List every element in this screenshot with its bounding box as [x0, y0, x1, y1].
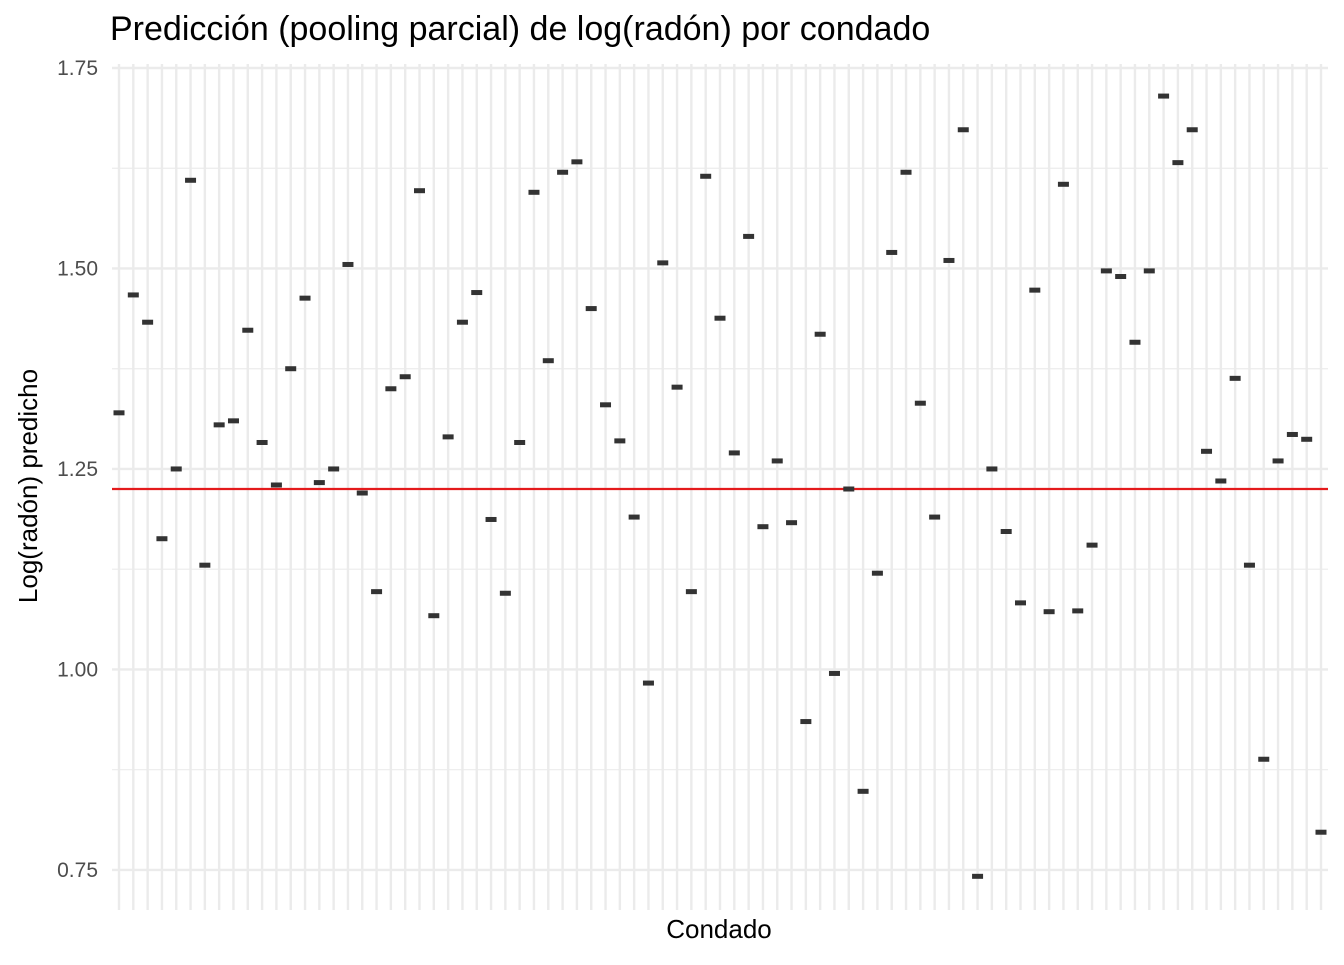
data-point — [671, 384, 683, 390]
data-point — [1057, 181, 1069, 187]
data-point — [1186, 127, 1198, 133]
data-point — [914, 400, 926, 406]
data-point — [428, 613, 440, 619]
y-tick-label: 0.75 — [57, 859, 98, 882]
data-point — [356, 490, 368, 496]
data-point — [299, 295, 311, 301]
data-point — [571, 159, 583, 165]
data-point — [800, 719, 812, 725]
data-point — [328, 466, 340, 472]
data-point — [943, 257, 955, 263]
data-point — [728, 450, 740, 456]
data-point — [1229, 375, 1241, 381]
data-point — [1243, 562, 1255, 568]
data-point — [628, 514, 640, 520]
data-point — [786, 520, 798, 526]
data-point — [1272, 458, 1284, 464]
y-tick-label: 1.75 — [57, 57, 98, 80]
data-point — [757, 524, 769, 530]
data-point — [886, 249, 898, 255]
data-point — [900, 169, 912, 175]
data-point — [1115, 274, 1127, 280]
data-point — [1000, 529, 1012, 535]
data-point — [1201, 448, 1213, 454]
data-point — [843, 486, 855, 492]
data-point — [871, 570, 883, 576]
data-point — [270, 482, 282, 488]
data-point — [1215, 478, 1227, 484]
data-point — [700, 173, 712, 179]
chart-title: Predicción (pooling parcial) de log(radó… — [110, 10, 930, 48]
data-point — [485, 516, 497, 522]
data-point — [199, 562, 211, 568]
data-point — [1029, 287, 1041, 293]
data-point — [657, 260, 669, 266]
y-tick-label: 1.00 — [57, 658, 98, 681]
data-point — [142, 319, 154, 325]
data-point — [242, 327, 254, 333]
data-point — [986, 466, 998, 472]
data-point — [714, 315, 726, 321]
data-point — [1100, 268, 1112, 274]
data-point — [399, 374, 411, 380]
data-point — [227, 418, 239, 424]
data-point — [743, 233, 755, 239]
data-point — [1258, 756, 1270, 762]
data-point — [371, 589, 383, 595]
data-point — [614, 438, 626, 444]
data-point — [471, 290, 483, 296]
data-point — [1286, 431, 1298, 437]
data-point — [957, 127, 969, 133]
grid — [112, 64, 1328, 910]
data-point — [1015, 600, 1026, 606]
y-axis-ticks: 0.75 1.00 1.25 1.50 1.75 — [57, 57, 98, 882]
data-point — [828, 670, 840, 676]
data-point — [213, 422, 225, 428]
data-point — [170, 466, 182, 472]
data-point — [442, 434, 454, 440]
y-axis-title: Log(radón) predicho — [13, 369, 43, 603]
data-point — [528, 189, 540, 195]
x-axis-title: Condado — [666, 914, 772, 944]
data-point — [1315, 829, 1327, 835]
data-point — [814, 331, 826, 337]
data-point — [113, 410, 125, 416]
data-points — [113, 93, 1327, 879]
data-point — [1143, 268, 1155, 274]
data-point — [285, 366, 297, 372]
data-point — [1158, 93, 1170, 99]
data-point — [1072, 608, 1084, 614]
y-tick-label: 1.50 — [57, 257, 98, 280]
data-point — [156, 536, 168, 542]
data-point — [1043, 609, 1055, 615]
data-point — [600, 402, 612, 408]
data-point — [414, 188, 425, 194]
data-point — [771, 458, 783, 464]
data-point — [342, 261, 354, 267]
data-point — [1086, 542, 1098, 548]
data-point — [1172, 160, 1184, 166]
data-point — [499, 590, 511, 596]
data-point — [542, 358, 554, 364]
data-point — [127, 292, 139, 298]
data-point — [972, 873, 984, 879]
data-point — [514, 439, 526, 445]
y-tick-label: 1.25 — [57, 458, 98, 481]
data-point — [585, 306, 597, 312]
data-point — [685, 589, 697, 595]
data-point — [857, 788, 869, 794]
data-point — [1129, 339, 1141, 345]
data-point — [385, 386, 397, 392]
data-point — [1301, 436, 1313, 442]
data-point — [256, 439, 268, 445]
data-point — [642, 680, 654, 686]
data-point — [313, 480, 325, 486]
data-point — [929, 514, 941, 520]
data-point — [557, 169, 569, 175]
data-point — [185, 177, 197, 183]
data-point — [456, 319, 468, 325]
